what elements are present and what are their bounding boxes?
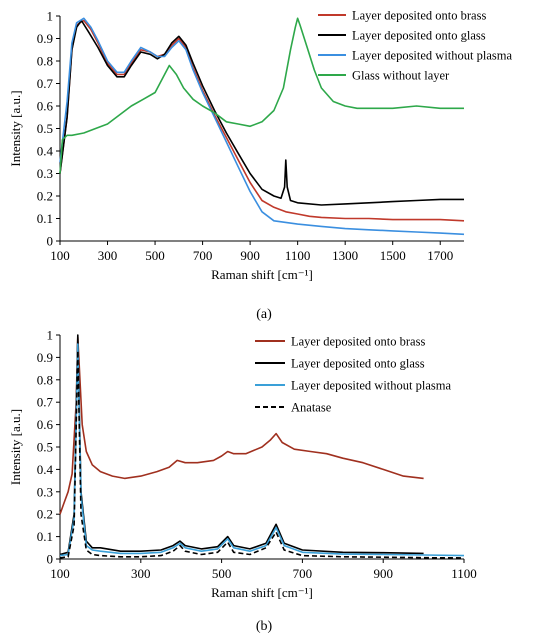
x-tick-label: 500 [145,248,165,263]
legend-label: Glass without layer [352,69,450,83]
y-tick-label: 0.4 [37,462,54,477]
y-tick-label: 1 [47,328,54,343]
x-tick-label: 100 [50,566,70,581]
x-tick-label: 1100 [285,248,311,263]
series-line-4 [59,349,465,559]
x-tick-label: 1300 [332,248,358,263]
y-tick-label: 1 [47,9,54,24]
y-tick-label: 0.3 [37,484,53,499]
x-tick-label: 1100 [451,566,477,581]
caption-b: (b) [256,619,273,634]
y-tick-label: 0.1 [37,211,53,226]
caption-a: (a) [256,307,272,322]
y-tick-label: 0.5 [37,440,53,455]
legend-label: Layer deposited onto brass [352,9,486,23]
x-tick-label: 700 [193,248,213,263]
legend-label: Layer deposited onto brass [291,335,425,349]
y-tick-label: 0.2 [37,189,53,204]
series-line-2 [59,19,464,206]
legend-label: Anatase [291,401,332,415]
x-tick-label: 300 [131,566,151,581]
series-line-3 [59,17,465,236]
x-axis-label: Raman shift [cm⁻¹] [211,585,313,600]
legend-label: Layer deposited onto glass [291,357,425,371]
y-tick-label: 0 [47,234,54,249]
series-line-4 [59,17,464,174]
x-axis-label: Raman shift [cm⁻¹] [211,267,313,282]
x-tick-label: 1500 [380,248,406,263]
y-tick-label: 0.8 [37,54,53,69]
y-tick-label: 0.8 [37,372,53,387]
y-tick-label: 0.2 [37,507,53,522]
x-tick-label: 500 [212,566,232,581]
series-line-3 [59,343,465,557]
y-tick-label: 0.7 [37,76,54,91]
legend-label: Layer deposited without plasma [291,379,451,393]
x-tick-label: 900 [373,566,393,581]
y-tick-label: 0.1 [37,529,53,544]
x-tick-label: 300 [98,248,118,263]
y-tick-label: 0.5 [37,121,53,136]
x-tick-label: 900 [240,248,260,263]
y-axis-label: Intensity [a.u.] [8,409,23,485]
x-tick-label: 1700 [427,248,453,263]
y-tick-label: 0.6 [37,99,54,114]
y-tick-label: 0.3 [37,166,53,181]
y-tick-label: 0.9 [37,31,53,46]
y-tick-label: 0.7 [37,395,54,410]
x-tick-label: 100 [50,248,70,263]
legend-label: Layer deposited onto glass [352,29,486,43]
y-tick-label: 0.9 [37,350,53,365]
y-tick-label: 0 [47,552,54,567]
y-axis-label: Intensity [a.u.] [8,90,23,166]
legend-label: Layer deposited without plasma [352,49,512,63]
x-tick-label: 700 [293,566,313,581]
y-tick-label: 0.4 [37,144,54,159]
y-tick-label: 0.6 [37,417,54,432]
